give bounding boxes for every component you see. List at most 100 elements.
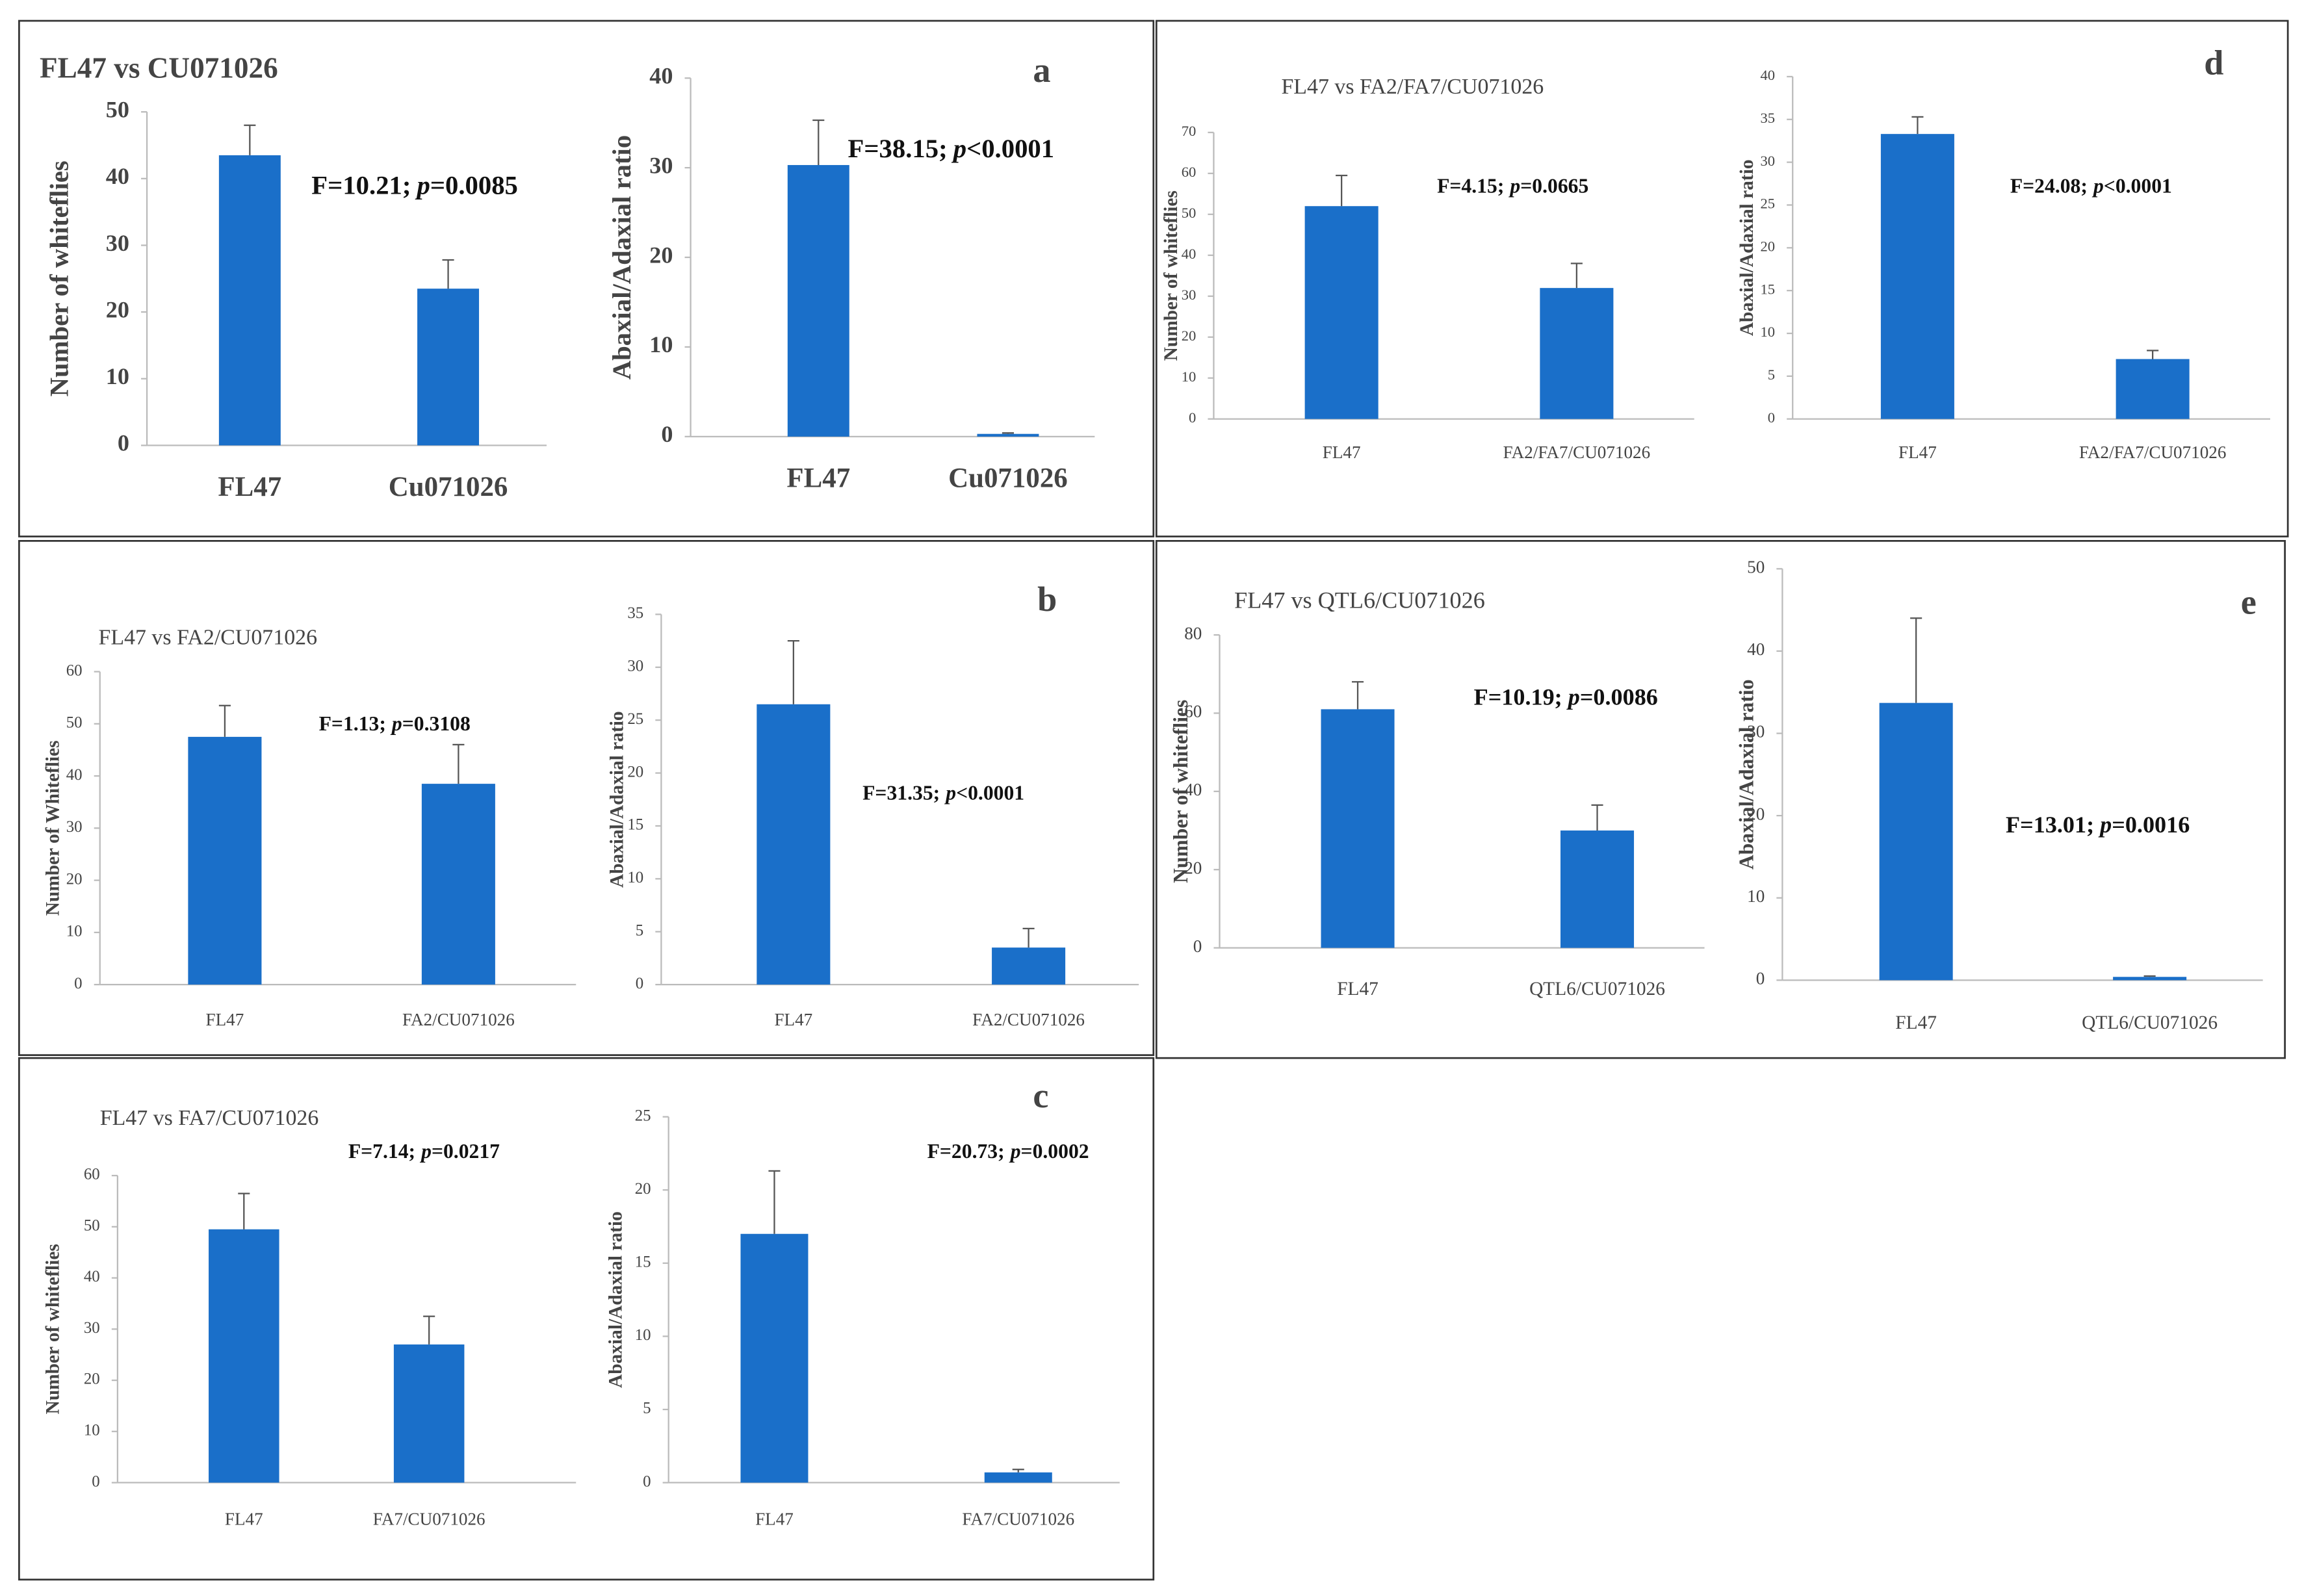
annotation-part: F=4.15; bbox=[1437, 175, 1504, 198]
bar bbox=[2113, 977, 2187, 981]
annotation: F=1.13; p=0.3108 bbox=[319, 712, 471, 735]
error-bar bbox=[2147, 350, 2159, 359]
bar bbox=[757, 704, 831, 985]
error-bar bbox=[442, 259, 454, 289]
annotation: F=24.08; p<0.0001 bbox=[2010, 175, 2172, 198]
annotation-part: p bbox=[2098, 812, 2112, 838]
y-axis-label: Abaxial/Adaxial ratio bbox=[1735, 679, 1758, 869]
y-tick-label: 10 bbox=[627, 869, 643, 886]
annotation-part: =0.0665 bbox=[1520, 175, 1588, 198]
y-tick-label: 15 bbox=[635, 1253, 651, 1270]
annotation: F=13.01; p=0.0016 bbox=[2006, 812, 2190, 838]
error-bar bbox=[1910, 617, 1922, 703]
panel-label: e bbox=[2241, 582, 2257, 621]
y-tick-label: 40 bbox=[1747, 639, 1765, 659]
x-tick-label: FL47 bbox=[206, 1010, 244, 1029]
y-tick-label: 25 bbox=[1761, 196, 1776, 212]
annotation: F=20.73; p=0.0002 bbox=[927, 1140, 1089, 1163]
y-tick-label: 50 bbox=[106, 96, 129, 122]
y-tick-label: 80 bbox=[1184, 623, 1202, 643]
panel-label: c bbox=[1033, 1076, 1048, 1115]
annotation-part: <0.0001 bbox=[956, 782, 1024, 804]
y-tick-label: 10 bbox=[649, 331, 673, 357]
y-tick-label: 40 bbox=[1761, 67, 1776, 83]
y-tick-label: 40 bbox=[66, 766, 83, 784]
y-axis-label: Number of whiteflies bbox=[1161, 190, 1182, 361]
error-bar bbox=[1351, 681, 1364, 710]
y-tick-label: 10 bbox=[635, 1326, 651, 1344]
annotation-part: p bbox=[944, 782, 956, 804]
y-tick-label: 15 bbox=[627, 816, 643, 834]
x-tick-label: FL47 bbox=[786, 463, 850, 494]
x-tick-label: QTL6/CU071026 bbox=[2082, 1012, 2218, 1033]
annotation: F=4.15; p=0.0665 bbox=[1437, 175, 1588, 198]
y-tick-label: 20 bbox=[649, 242, 673, 268]
bar bbox=[1880, 134, 1954, 419]
annotation-part: F=24.08; bbox=[2010, 175, 2088, 198]
bar bbox=[421, 784, 495, 985]
x-tick-label: Cu071026 bbox=[389, 472, 508, 502]
error-bar bbox=[2143, 975, 2156, 977]
annotation-part: F=38.15; bbox=[848, 135, 948, 164]
y-axis-label: Number of Whiteflies bbox=[42, 740, 63, 916]
annotation: F=10.19; p=0.0086 bbox=[1474, 684, 1658, 710]
annotation-part: p bbox=[951, 135, 966, 164]
y-tick-label: 0 bbox=[1768, 409, 1775, 426]
error-bar bbox=[812, 119, 825, 165]
y-tick-label: 30 bbox=[1182, 287, 1197, 303]
annotation-part: =0.0217 bbox=[432, 1140, 500, 1163]
bar bbox=[1304, 206, 1379, 419]
bar bbox=[218, 155, 281, 446]
annotation-part: =0.3108 bbox=[402, 712, 471, 735]
x-tick-label: FA2/CU071026 bbox=[402, 1010, 515, 1029]
y-tick-label: 5 bbox=[643, 1400, 651, 1417]
y-tick-label: 50 bbox=[1182, 205, 1197, 221]
annotation-part: =0.0016 bbox=[2112, 812, 2190, 838]
x-tick-label: Cu071026 bbox=[948, 463, 1068, 494]
annotation-part: p bbox=[419, 1140, 432, 1163]
panel-title: FL47 vs CU071026 bbox=[40, 51, 278, 84]
y-tick-label: 20 bbox=[635, 1180, 651, 1198]
annotation-part: <0.0001 bbox=[966, 135, 1054, 164]
bar bbox=[1321, 709, 1395, 948]
y-tick-label: 60 bbox=[1184, 702, 1202, 721]
annotation-part: F=10.19; bbox=[1474, 684, 1562, 710]
x-tick-label: FL47 bbox=[1337, 979, 1379, 999]
panel-e-frame bbox=[1155, 539, 2286, 1059]
y-tick-label: 15 bbox=[1761, 281, 1776, 297]
y-tick-label: 20 bbox=[84, 1371, 100, 1388]
annotation-part: p bbox=[1566, 684, 1580, 710]
panel-label: a bbox=[1033, 51, 1050, 90]
x-tick-label: QTL6/CU071026 bbox=[1529, 979, 1665, 999]
bar bbox=[2116, 359, 2190, 419]
annotation: F=31.35; p<0.0001 bbox=[862, 782, 1024, 804]
y-axis-label: Abaxial/Adaxial ratio bbox=[607, 711, 628, 888]
x-tick-label: FA2/FA7/CU071026 bbox=[2079, 443, 2227, 462]
error-bar bbox=[244, 124, 256, 155]
error-bar bbox=[1591, 804, 1603, 831]
y-tick-label: 25 bbox=[635, 1107, 651, 1124]
y-tick-label: 30 bbox=[106, 230, 129, 256]
y-tick-label: 50 bbox=[1747, 558, 1765, 577]
y-tick-label: 40 bbox=[106, 163, 129, 189]
annotation-part: =0.0085 bbox=[430, 171, 518, 200]
bar bbox=[1540, 288, 1614, 419]
y-tick-label: 0 bbox=[92, 1473, 99, 1490]
y-tick-label: 0 bbox=[636, 975, 643, 992]
y-axis-label: Abaxial/Adaxial ratio bbox=[607, 135, 636, 380]
annotation: F=38.15; p<0.0001 bbox=[848, 135, 1055, 164]
y-tick-label: 10 bbox=[106, 363, 129, 389]
y-tick-label: 20 bbox=[627, 763, 643, 780]
y-tick-label: 5 bbox=[1768, 367, 1775, 383]
bar bbox=[393, 1344, 465, 1483]
y-tick-label: 70 bbox=[1182, 123, 1197, 139]
annotation-part: p bbox=[390, 712, 402, 735]
bar bbox=[417, 289, 480, 446]
y-axis-label: Number of whiteflies bbox=[44, 161, 73, 396]
y-tick-label: 30 bbox=[84, 1319, 100, 1337]
x-tick-label: FL47 bbox=[774, 1010, 812, 1029]
bar bbox=[209, 1229, 279, 1483]
y-tick-label: 50 bbox=[66, 714, 83, 732]
bar bbox=[188, 736, 262, 985]
bar bbox=[1879, 702, 1953, 981]
